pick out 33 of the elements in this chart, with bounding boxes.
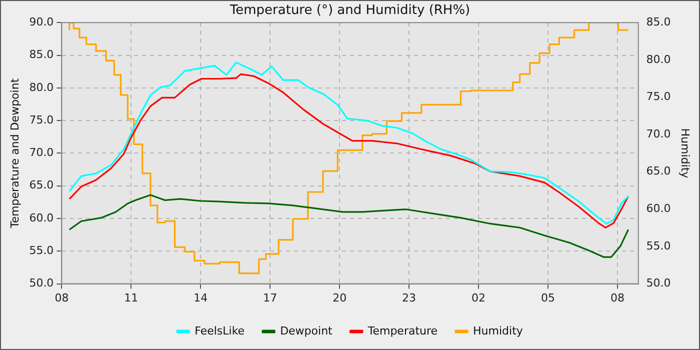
legend-label: Temperature: [366, 324, 438, 338]
x-tick-label: 08: [54, 291, 69, 304]
y-tick-label: 55.0: [29, 244, 54, 258]
y-tick-label: 80.0: [29, 80, 54, 94]
y-tick-label: 60.0: [29, 211, 54, 224]
y2-tick-label: 65.0: [646, 164, 671, 178]
y-tick-label: 70.0: [29, 146, 54, 160]
y-axis-title: Temperature and Dewpoint: [8, 78, 22, 230]
x-tick-label: 05: [540, 291, 555, 304]
y2-tick-label: 75.0: [646, 90, 671, 104]
y2-tick-label: 80.0: [646, 52, 671, 66]
chart-title: Temperature (°) and Humidity (RH%): [228, 3, 470, 18]
y2-tick-label: 50.0: [646, 276, 671, 290]
x-tick-label: 17: [263, 291, 278, 304]
legend-label: Humidity: [473, 324, 524, 338]
legend-label: Dewpoint: [280, 324, 334, 338]
x-tick-label: 08: [610, 291, 624, 304]
y2-tick-label: 55.0: [646, 239, 671, 252]
x-tick-label: 20: [332, 291, 347, 304]
y-tick-label: 90.0: [29, 15, 54, 28]
y2-tick-label: 60.0: [646, 202, 671, 216]
x-tick-label: 02: [472, 291, 486, 304]
y-tick-label: 75.0: [29, 113, 54, 126]
x-tick-label: 14: [194, 291, 208, 304]
y2-tick-label: 85.0: [646, 15, 671, 28]
legend-label: FeelsLike: [194, 324, 245, 338]
y-tick-label: 65.0: [29, 178, 54, 192]
x-tick-label: 23: [402, 291, 416, 304]
y2-axis-title: Humidity: [678, 128, 692, 179]
y-tick-label: 50.0: [29, 276, 54, 290]
x-tick-label: 11: [124, 291, 138, 304]
y2-tick-label: 70.0: [646, 127, 671, 140]
y-tick-label: 85.0: [29, 48, 54, 62]
